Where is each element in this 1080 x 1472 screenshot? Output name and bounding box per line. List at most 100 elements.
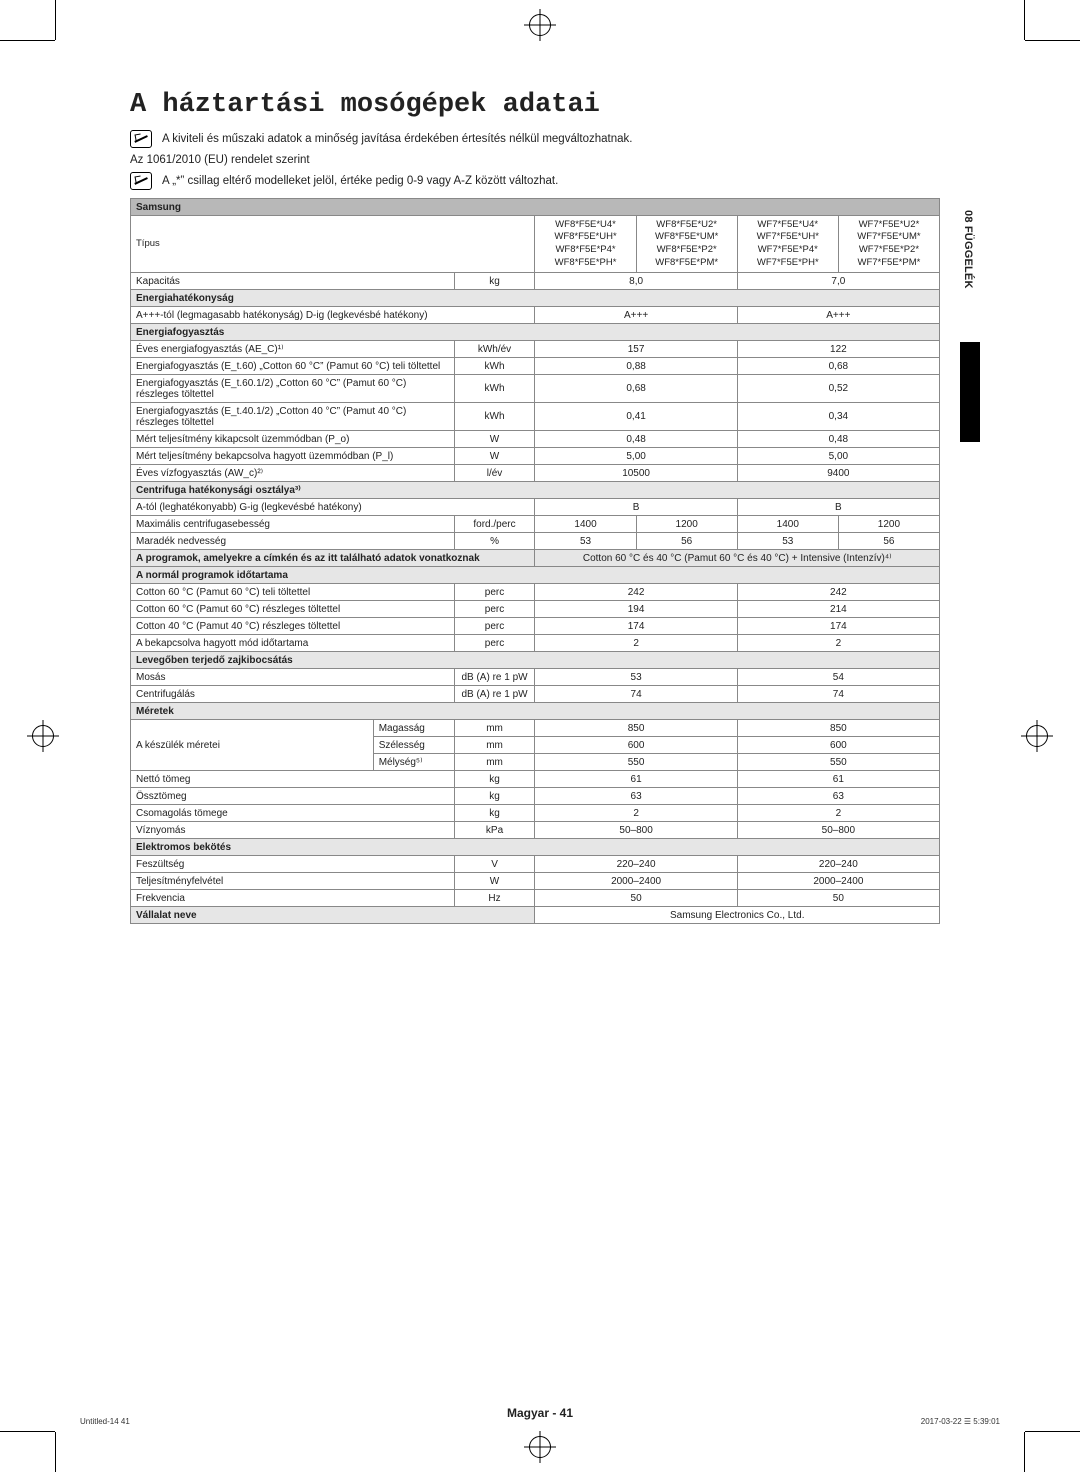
row-label: Teljesítményfelvétel bbox=[131, 873, 455, 890]
row-label: Maradék nedvesség bbox=[131, 533, 455, 550]
row-label: Feszültség bbox=[131, 856, 455, 873]
section-row: A normál programok időtartama bbox=[131, 567, 940, 584]
registration-mark-icon bbox=[32, 725, 54, 747]
note-row: A „*” csillag eltérő modelleket jelöl, é… bbox=[130, 172, 980, 190]
footer-text: Magyar - 41 bbox=[507, 1406, 573, 1420]
value-cell: 50 bbox=[737, 890, 939, 907]
unit-cell: mm bbox=[454, 720, 535, 737]
row-label: Vállalat neve bbox=[131, 907, 535, 924]
value-cell: 2000–2400 bbox=[737, 873, 939, 890]
unit-cell: l/év bbox=[454, 465, 535, 482]
registration-mark-icon bbox=[529, 1436, 551, 1458]
type-label: Típus bbox=[131, 216, 535, 273]
value-cell: 50–800 bbox=[535, 822, 737, 839]
unit-cell: mm bbox=[454, 737, 535, 754]
spec-table: Samsung Típus WF8*F5E*U4* WF8*F5E*UH* WF… bbox=[130, 198, 940, 924]
row-label: A+++-tól (legmagasabb hatékonyság) D-ig … bbox=[131, 307, 535, 324]
unit-cell: kg bbox=[454, 788, 535, 805]
crop-mark bbox=[1024, 0, 1025, 40]
section-marker bbox=[960, 342, 980, 442]
value-cell: 600 bbox=[737, 737, 939, 754]
unit-cell: kWh bbox=[454, 358, 535, 375]
value-cell: 9400 bbox=[737, 465, 939, 482]
unit-cell: perc bbox=[454, 601, 535, 618]
row-label: Frekvencia bbox=[131, 890, 455, 907]
unit-cell: W bbox=[454, 873, 535, 890]
crop-mark bbox=[55, 0, 56, 40]
value-cell: 0,88 bbox=[535, 358, 737, 375]
value-cell: 2 bbox=[737, 805, 939, 822]
unit-cell: W bbox=[454, 431, 535, 448]
page-footer-center: Magyar - 41 bbox=[0, 1406, 1080, 1420]
row-label: Cotton 60 °C (Pamut 60 °C) részleges töl… bbox=[131, 601, 455, 618]
row-label: Cotton 40 °C (Pamut 40 °C) részleges töl… bbox=[131, 618, 455, 635]
table-header-brand: Samsung bbox=[131, 199, 940, 216]
value-cell: 174 bbox=[737, 618, 939, 635]
value-cell: 53 bbox=[535, 533, 636, 550]
section-row: A programok, amelyekre a címkén és az it… bbox=[131, 550, 535, 567]
row-label: Centrifugálás bbox=[131, 686, 455, 703]
value-cell: 1400 bbox=[535, 516, 636, 533]
registration-mark-icon bbox=[529, 14, 551, 36]
section-row: Energiahatékonyság bbox=[131, 290, 940, 307]
crop-mark bbox=[1025, 40, 1080, 41]
value-cell: 1200 bbox=[636, 516, 737, 533]
unit-cell: dB (A) re 1 pW bbox=[454, 669, 535, 686]
value-cell: 174 bbox=[535, 618, 737, 635]
value-cell: 122 bbox=[737, 341, 939, 358]
page-footer-left: Untitled-14 41 bbox=[80, 1417, 130, 1426]
value-cell: 242 bbox=[535, 584, 737, 601]
value-cell: 220–240 bbox=[737, 856, 939, 873]
crop-mark bbox=[55, 1432, 56, 1472]
value-cell: 10500 bbox=[535, 465, 737, 482]
value-cell: 74 bbox=[737, 686, 939, 703]
section-value: Cotton 60 °C és 40 °C (Pamut 60 °C és 40… bbox=[535, 550, 940, 567]
value-cell: 194 bbox=[535, 601, 737, 618]
unit-cell: Hz bbox=[454, 890, 535, 907]
dim-sub: Szélesség bbox=[373, 737, 454, 754]
value-cell: 0,48 bbox=[737, 431, 939, 448]
row-label: Kapacitás bbox=[131, 273, 455, 290]
value-cell: 2 bbox=[535, 635, 737, 652]
value-cell: 56 bbox=[838, 533, 939, 550]
value-cell: 53 bbox=[737, 533, 838, 550]
value-cell: 2 bbox=[535, 805, 737, 822]
page-title: A háztartási mosógépek adatai bbox=[130, 90, 980, 120]
unit-cell: perc bbox=[454, 618, 535, 635]
value-cell: 54 bbox=[737, 669, 939, 686]
value-cell: 5,00 bbox=[737, 448, 939, 465]
value-cell: B bbox=[535, 499, 737, 516]
dim-sub: Mélység⁵⁾ bbox=[373, 754, 454, 771]
crop-mark bbox=[1024, 1432, 1025, 1472]
value-cell: 0,68 bbox=[737, 358, 939, 375]
value-cell: 1400 bbox=[737, 516, 838, 533]
value-cell: 242 bbox=[737, 584, 939, 601]
value-cell: 63 bbox=[737, 788, 939, 805]
row-label: Mért teljesítmény kikapcsolt üzemmódban … bbox=[131, 431, 455, 448]
model-col: WF8*F5E*U4* WF8*F5E*UH* WF8*F5E*P4* WF8*… bbox=[535, 216, 636, 273]
crop-mark bbox=[0, 1431, 55, 1432]
unit-cell: kg bbox=[454, 805, 535, 822]
crop-mark bbox=[0, 40, 55, 41]
unit-cell: kg bbox=[454, 771, 535, 788]
dim-sub: Magasság bbox=[373, 720, 454, 737]
unit-cell: mm bbox=[454, 754, 535, 771]
row-label: Víznyomás bbox=[131, 822, 455, 839]
page-footer-right: 2017-03-22 ☰ 5:39:01 bbox=[921, 1417, 1000, 1426]
value-cell: Samsung Electronics Co., Ltd. bbox=[535, 907, 940, 924]
value-cell: 0,34 bbox=[737, 403, 939, 431]
value-cell: 600 bbox=[535, 737, 737, 754]
regulation-line: Az 1061/2010 (EU) rendelet szerint bbox=[130, 154, 980, 166]
value-cell: 550 bbox=[535, 754, 737, 771]
value-cell: 214 bbox=[737, 601, 939, 618]
unit-cell: kg bbox=[454, 273, 535, 290]
value-cell: 74 bbox=[535, 686, 737, 703]
row-label: A-tól (leghatékonyabb) G-ig (legkevésbé … bbox=[131, 499, 535, 516]
value-cell: 0,68 bbox=[535, 375, 737, 403]
value-cell: 56 bbox=[636, 533, 737, 550]
value-cell: 7,0 bbox=[737, 273, 939, 290]
row-label: Energiafogyasztás (E_t.40.1/2) „Cotton 4… bbox=[131, 403, 455, 431]
value-cell: 0,41 bbox=[535, 403, 737, 431]
value-cell: 0,52 bbox=[737, 375, 939, 403]
value-cell: A+++ bbox=[535, 307, 737, 324]
